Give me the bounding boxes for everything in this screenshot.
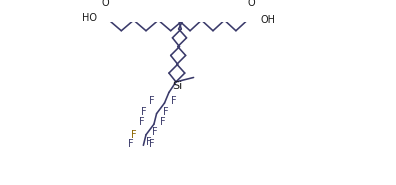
Text: F: F <box>141 107 147 117</box>
Text: F: F <box>163 107 168 117</box>
Text: F: F <box>171 96 176 106</box>
Text: OH: OH <box>260 15 275 25</box>
Text: O: O <box>102 0 109 8</box>
Text: F: F <box>128 139 134 149</box>
Text: Si: Si <box>173 81 183 91</box>
Text: F: F <box>160 117 166 127</box>
Text: F: F <box>152 127 158 137</box>
Text: F: F <box>139 117 145 127</box>
Text: F: F <box>131 130 137 140</box>
Text: HO: HO <box>82 14 97 23</box>
Text: O: O <box>247 0 255 8</box>
Text: F: F <box>149 139 155 149</box>
Text: F: F <box>146 137 151 147</box>
Text: F: F <box>149 96 155 106</box>
